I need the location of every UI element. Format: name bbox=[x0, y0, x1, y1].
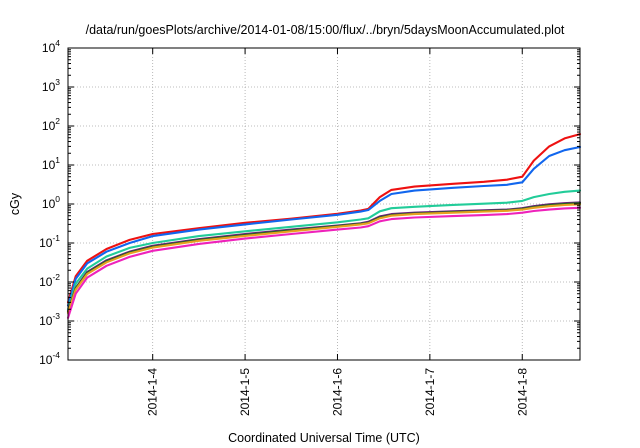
y-tick-exponent: -4 bbox=[52, 350, 60, 360]
y-tick-base: 10 bbox=[39, 353, 53, 367]
y-tick-label: 103 bbox=[42, 77, 60, 94]
y-tick-label: 102 bbox=[42, 116, 60, 133]
y-tick-base: 10 bbox=[39, 314, 53, 328]
series-line bbox=[66, 203, 582, 315]
y-tick-exponent: -2 bbox=[52, 272, 60, 282]
y-tick-base: 10 bbox=[39, 275, 53, 289]
y-tick-label: 10-3 bbox=[39, 311, 60, 328]
series-line bbox=[66, 206, 582, 319]
x-axis: 2014-1-4 2014-1-5 2014-1-6 2014-1-7 2014-1-8 bbox=[146, 48, 529, 416]
series-layer bbox=[66, 133, 582, 319]
y-tick-base: 10 bbox=[42, 119, 56, 133]
y-tick-base: 10 bbox=[42, 197, 56, 211]
y-tick-exponent: 2 bbox=[55, 116, 60, 126]
y-tick-exponent: -3 bbox=[52, 311, 60, 321]
y-tick-exponent: -1 bbox=[52, 233, 60, 243]
x-tick-label: 2014-1-4 bbox=[146, 368, 160, 416]
y-tick-label: 104 bbox=[42, 38, 60, 55]
y-axis-title: cGy bbox=[8, 192, 22, 215]
y-tick-label: 10-2 bbox=[39, 272, 60, 289]
y-tick-exponent: 0 bbox=[55, 194, 60, 204]
y-tick-exponent: 1 bbox=[55, 155, 60, 165]
y-tick-base: 10 bbox=[42, 158, 56, 172]
x-tick-label: 2014-1-8 bbox=[515, 368, 529, 416]
y-tick-label: 100 bbox=[42, 194, 60, 211]
x-tick-label: 2014-1-6 bbox=[330, 368, 344, 416]
x-axis-title: Coordinated Universal Time (UTC) bbox=[228, 431, 420, 445]
y-tick-base: 10 bbox=[39, 236, 53, 250]
y-tick-base: 10 bbox=[42, 80, 56, 94]
chart-title: /data/run/goesPlots/archive/2014-01-08/1… bbox=[86, 23, 565, 37]
y-tick-label: 101 bbox=[42, 155, 60, 172]
y-tick-base: 10 bbox=[42, 41, 56, 55]
y-tick-label: 10-4 bbox=[39, 350, 60, 367]
x-tick-label: 2014-1-7 bbox=[423, 368, 437, 416]
y-tick-label: 10-1 bbox=[39, 233, 60, 250]
series-line bbox=[66, 145, 582, 307]
y-tick-exponent: 4 bbox=[55, 38, 60, 48]
series-line bbox=[66, 189, 582, 311]
y-tick-exponent: 3 bbox=[55, 77, 60, 87]
x-tick-label: 2014-1-5 bbox=[238, 368, 252, 416]
